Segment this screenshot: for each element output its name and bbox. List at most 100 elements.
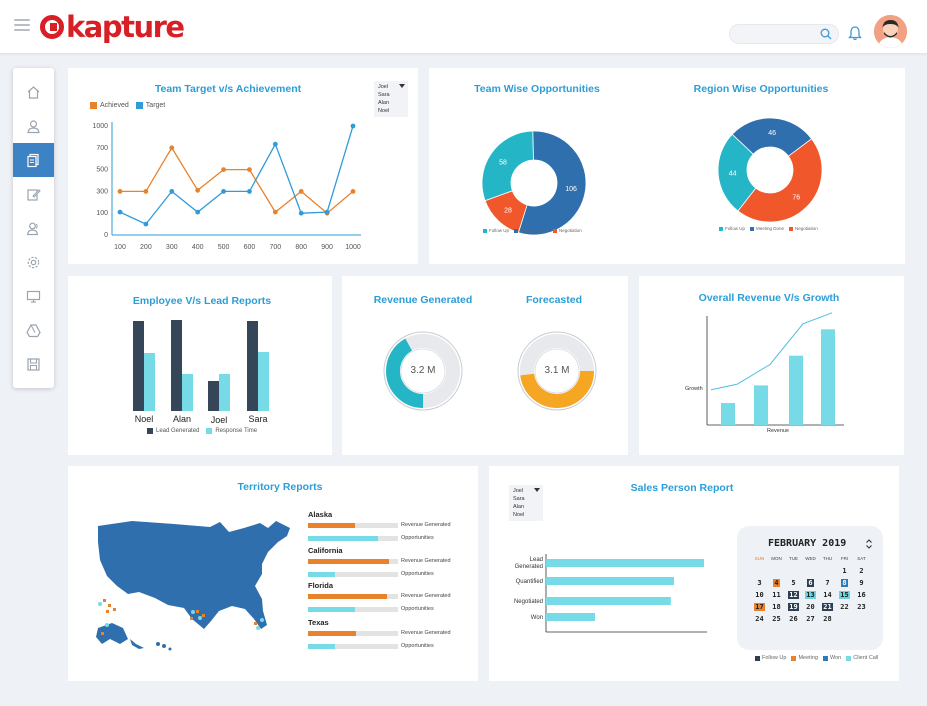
calendar-day[interactable]: 25 [772,615,781,623]
chevron-down-icon[interactable] [399,84,405,88]
search-icon[interactable] [820,28,832,40]
dropdown-option[interactable]: Sara [513,496,525,502]
calendar-day-header: FRI [840,556,849,561]
legend-label: Meeting Done [520,228,549,233]
legend-label-target: Target [145,102,166,109]
calendar-day[interactable]: 2 [859,567,864,575]
calendar-day[interactable]: 22 [840,603,849,611]
gauge-outer-ring [383,331,463,411]
logo[interactable]: kapture [40,10,185,44]
x-tick-label: 600 [244,244,256,251]
sales-person-dropdown[interactable]: Joel Sara Alan Noel [509,485,543,521]
calendar-day[interactable]: 26 [789,615,798,623]
team-wise-legend: Follow Up Meeting Done Negotiation [483,228,587,233]
bar-joel-lead-generated [208,381,219,411]
dropdown-option[interactable]: Alan [378,100,390,106]
opportunities-card: Team Wise Opportunities Region Wise Oppo… [429,68,905,264]
calendar-day[interactable]: 24 [755,615,764,623]
home-icon [27,85,40,99]
calendar-day[interactable]: 28 [823,615,832,623]
data-point [350,123,356,129]
slice-value-label: 106 [565,186,577,193]
hamburger-menu-icon[interactable] [14,19,30,31]
sidebar-item-user[interactable] [13,109,54,143]
calendar-day[interactable]: 4 [773,579,780,587]
sidebar-item-documents[interactable] [13,143,54,177]
territory-texas: Texas Revenue Generated Opportunities [308,618,468,657]
calendar-day[interactable]: 12 [788,591,799,599]
calendar-day[interactable]: 8 [841,579,848,587]
us-map [96,521,290,651]
revenue-label: Revenue Generated [401,630,451,636]
month-stepper-icon[interactable] [865,538,873,550]
data-point [272,141,278,147]
calendar-day[interactable]: 10 [755,591,764,599]
sidebar-item-edit[interactable] [13,177,54,211]
x-tick-label: 300 [166,244,178,251]
calendar-day[interactable]: 19 [788,603,799,611]
slice-value-label: 44 [729,170,737,177]
revenue-value: 3.2 M [410,365,436,376]
calendar-day[interactable]: 23 [857,603,866,611]
dropdown-option[interactable]: Noel [378,108,390,114]
data-point [247,167,252,172]
sidebar-item-save[interactable] [13,347,54,381]
calendar: FEBRUARY 2019 SUN MON TUE WED THU FRI SAT 1 2 3 4 5… [737,526,883,650]
dropdown-option[interactable]: Alan [513,504,525,510]
sidebar-item-monitor[interactable] [13,279,54,313]
data-point [117,209,123,215]
search-input[interactable] [738,26,823,45]
chevron-down-icon[interactable] [534,488,540,492]
calendar-day[interactable]: 27 [806,615,815,623]
revenue-card: Revenue Generated Forecasted 3.2 M 3.1 M [342,276,628,455]
sidebar-item-drive[interactable] [13,313,54,347]
data-point [247,189,252,194]
x-tick-label: 1000 [345,244,361,251]
legend-swatch-achieved [90,102,97,109]
calendar-day[interactable]: 15 [839,591,850,599]
bell-icon[interactable] [848,26,862,41]
x-tick-label: 900 [321,244,333,251]
calendar-day[interactable]: 5 [791,579,796,587]
y-tick-label: 500 [96,167,108,174]
calendar-day[interactable]: 3 [757,579,762,587]
revenue-progress-bar: Revenue Generated [308,558,451,564]
forecast-value: 3.1 M [544,365,570,376]
calendar-day[interactable]: 7 [825,579,830,587]
avatar[interactable] [874,15,907,48]
sidebar-item-home[interactable] [13,75,54,109]
calendar-day[interactable]: 11 [772,591,781,599]
dropdown-option[interactable]: Noel [513,512,525,518]
opportunities-progress-bar: Opportunities [308,571,434,577]
slice-value-label: 46 [768,130,776,137]
legend-label: Follow Up [762,655,787,661]
opportunities-progress-bar: Opportunities [308,643,434,649]
floppy-disk-icon [27,357,40,371]
sidebar-item-contacts[interactable] [13,211,54,245]
slice-value-label: 58 [499,159,507,166]
calendar-day[interactable]: 1 [842,567,847,575]
calendar-day [785,567,802,576]
calendar-day[interactable]: 16 [857,591,866,599]
calendar-day-header: MON [771,556,782,561]
calendar-day[interactable]: 9 [859,579,864,587]
dropdown-option[interactable]: Joel [513,488,524,494]
donut-slice-negotiation [737,138,823,223]
calendar-day[interactable]: 18 [772,603,781,611]
calendar-day[interactable]: 20 [806,603,815,611]
calendar-day[interactable]: 21 [822,603,833,611]
dropdown-option[interactable]: Joel [378,84,389,90]
y-tick-label: 0 [104,232,108,239]
calendar-day[interactable]: 6 [807,579,814,587]
calendar-day-header: WED [805,556,816,561]
bar-joel-response-time [219,374,230,411]
person-dropdown[interactable]: Joel Sara Alan Noel [374,81,408,117]
calendar-legend: Follow Up Meeting Won Client Call [755,655,883,661]
search-box[interactable] [729,24,839,45]
calendar-day[interactable]: 17 [754,603,765,611]
dropdown-option[interactable]: Sara [378,92,390,98]
legend-label: Follow Up [725,226,746,231]
sidebar-item-settings[interactable] [13,245,54,279]
calendar-day[interactable]: 13 [805,591,816,599]
calendar-day[interactable]: 14 [823,591,832,599]
